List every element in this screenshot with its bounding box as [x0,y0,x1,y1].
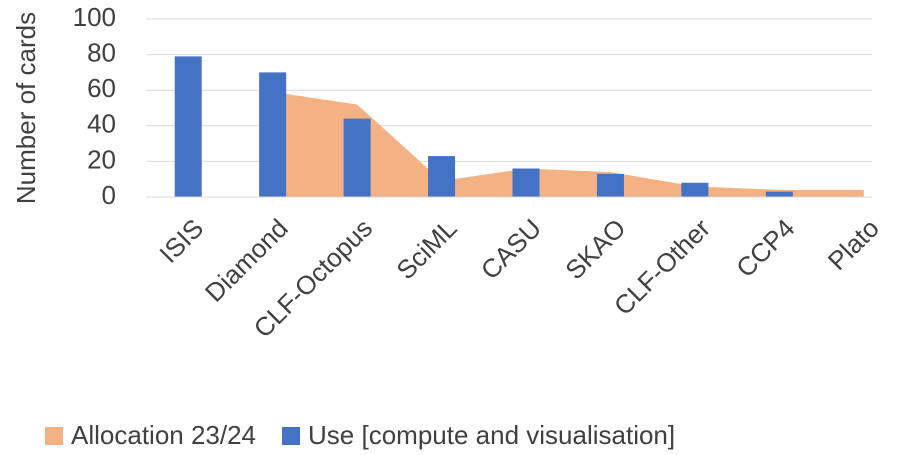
y-tick-label: 100 [73,2,116,32]
x-tick-label: CASU [475,213,547,285]
legend-label: Allocation 23/24 [71,420,256,450]
y-tick-label: 60 [87,73,116,103]
bar [765,191,793,197]
bar [681,182,709,197]
y-tick-label: 40 [87,109,116,139]
x-tick-label: SKAO [559,213,631,285]
bar [343,118,371,197]
y-tick-label: 80 [87,37,116,67]
x-tick-label: CCP4 [730,213,800,283]
bar [596,173,624,197]
x-tick-label: Plato [822,213,885,276]
legend-swatch [45,427,63,445]
bar [512,168,540,197]
bar [428,156,456,197]
legend-swatch [282,427,301,445]
x-tick-label: ISIS [153,213,209,269]
y-axis-label: Number of cards [11,12,41,204]
bar [174,56,202,197]
y-tick-label: 0 [102,180,116,210]
bar [259,72,287,197]
legend-label: Use [compute and visualisation] [308,420,675,450]
x-tick-label: SciML [390,213,462,285]
y-tick-label: 20 [87,144,116,174]
area [272,91,864,197]
